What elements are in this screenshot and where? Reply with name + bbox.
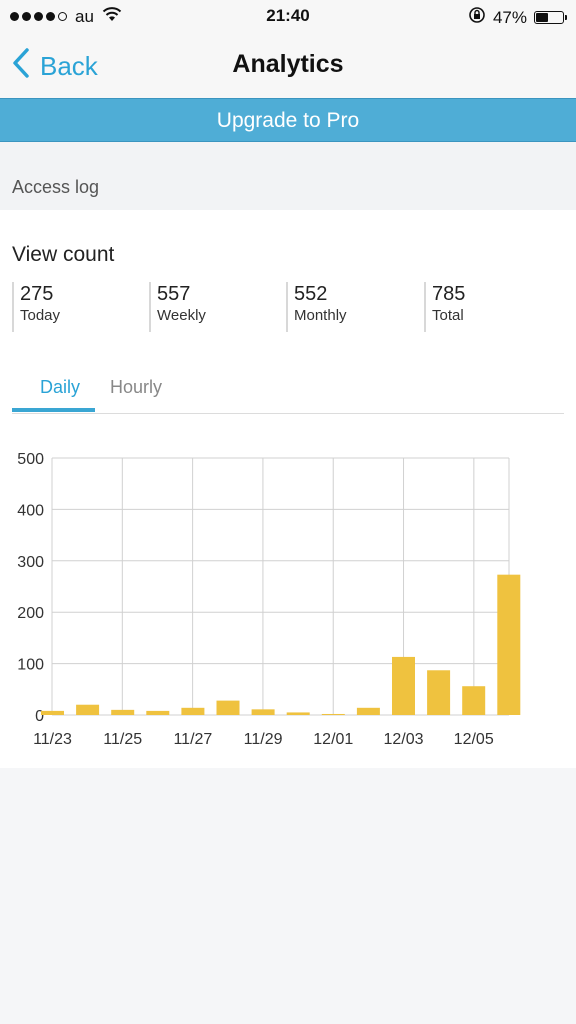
x-tick-label: 12/05 <box>454 731 494 748</box>
back-button[interactable]: Back <box>12 48 98 85</box>
stat-label: Today <box>20 307 61 324</box>
stats-row: 275 Today 557 Weekly 552 Monthly 785 Tot… <box>12 282 564 332</box>
navigation-bar: Back Analytics <box>0 32 576 98</box>
section-title: Access log <box>12 177 100 197</box>
stat-label: Weekly <box>157 307 206 324</box>
bar-11-24 <box>76 704 100 715</box>
bar-11-29 <box>251 709 275 715</box>
bar-11-27 <box>181 707 205 715</box>
clock: 21:40 <box>266 6 310 25</box>
stat-monthly: 552 Monthly <box>286 282 347 332</box>
battery-icon <box>534 11 567 24</box>
y-tick-label: 300 <box>17 554 44 571</box>
stat-today: 275 Today <box>12 282 60 332</box>
wifi-icon <box>102 6 122 27</box>
carrier-name: au <box>75 6 94 26</box>
stat-weekly: 557 Weekly <box>149 282 206 332</box>
bar-11-28 <box>216 700 240 715</box>
section-header: Access log <box>0 142 576 210</box>
stat-value: 275 <box>20 283 54 305</box>
battery-percent: 47% <box>492 7 527 27</box>
bar-12-05 <box>462 686 486 715</box>
bar-12-06 <box>497 574 521 715</box>
bar-12-02 <box>356 707 380 715</box>
stat-label: Total <box>432 307 464 324</box>
bar-12-04 <box>427 670 451 715</box>
rotation-lock-icon <box>468 6 486 29</box>
stat-value: 552 <box>294 283 328 305</box>
stat-value: 785 <box>432 283 466 305</box>
x-tick-label: 12/03 <box>383 731 423 748</box>
tab-hourly[interactable]: Hourly <box>110 377 163 397</box>
bar-11-26 <box>146 710 170 715</box>
active-tab-indicator <box>12 408 95 412</box>
stat-value: 557 <box>157 283 191 305</box>
x-tick-label: 11/25 <box>103 731 142 748</box>
stat-total: 785 Total <box>424 282 465 332</box>
view-count-card: View count 275 Today 557 Weekly 552 Mont… <box>0 210 576 768</box>
bar-11-25 <box>111 709 135 715</box>
bar-12-03 <box>392 656 415 715</box>
bar-12-01 <box>321 713 345 715</box>
x-tick-label: 11/23 <box>33 731 72 748</box>
chevron-left-icon <box>12 48 30 85</box>
tab-daily[interactable]: Daily <box>40 377 81 397</box>
stat-label: Monthly <box>294 307 347 324</box>
daily-views-chart: 0 100 200 300 400 500 11/23 11/25 11/27 11/29 12/0… <box>17 451 521 748</box>
view-count-title: View count <box>12 243 115 266</box>
y-tick-label: 0 <box>35 708 44 725</box>
y-tick-label: 200 <box>17 605 44 622</box>
bar-11-23 <box>41 710 64 715</box>
status-right: 47% <box>468 6 567 29</box>
page-title: Analytics <box>232 50 344 78</box>
status-left: au <box>10 6 122 27</box>
status-bar: au 21:40 47% <box>0 0 576 32</box>
upgrade-to-pro-button[interactable]: Upgrade to Pro <box>0 98 576 142</box>
signal-strength-icon <box>10 12 67 21</box>
y-tick-label: 400 <box>17 502 44 519</box>
y-tick-label: 100 <box>17 657 44 674</box>
x-tick-label: 11/29 <box>244 731 283 748</box>
chart-tabs: Daily Hourly <box>12 375 564 414</box>
bar-11-30 <box>286 712 310 715</box>
x-tick-label: 12/01 <box>313 731 353 748</box>
back-label: Back <box>40 51 98 81</box>
y-tick-label: 500 <box>17 451 44 468</box>
x-tick-label: 11/27 <box>173 731 212 748</box>
